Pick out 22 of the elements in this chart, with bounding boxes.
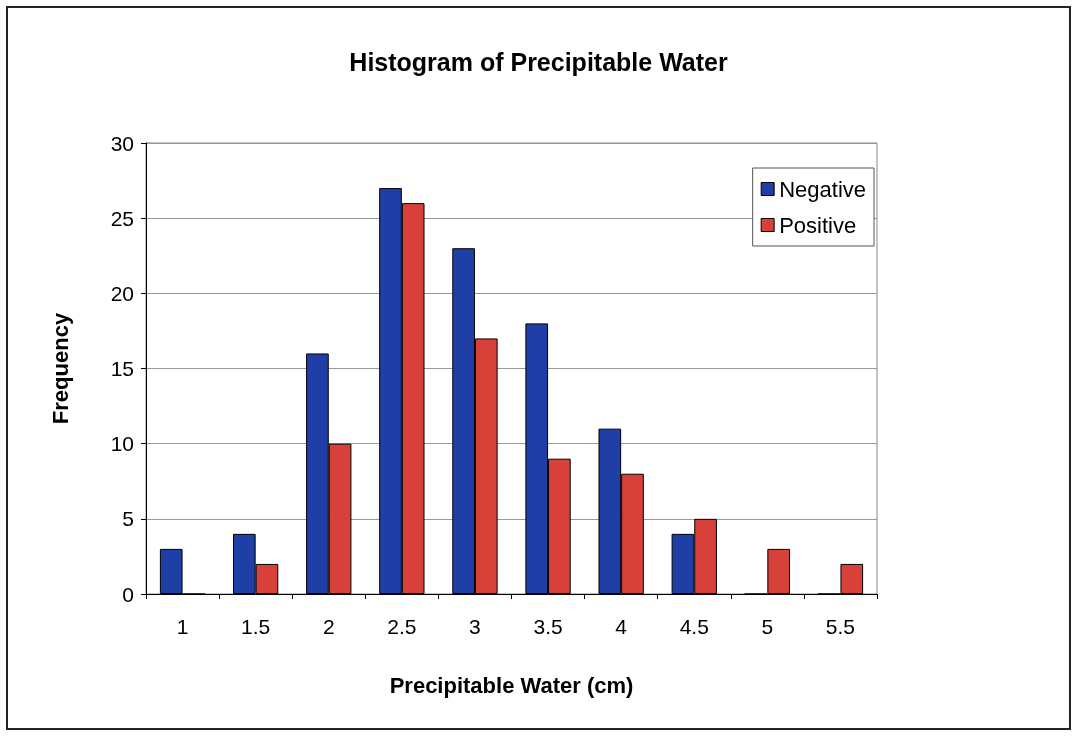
y-tick-label: 5 [122,507,134,531]
y-tick-label: 15 [110,357,134,380]
legend-label: Positive [779,212,857,238]
y-tick-label: 20 [110,281,134,305]
x-tick-label: 1.5 [241,615,271,638]
x-tick-label: 2 [322,615,335,638]
y-tick-label: 30 [110,131,134,155]
x-tick-label: 2.5 [387,615,417,638]
x-tick-label: 3 [469,615,481,638]
x-tick-label: 4 [615,615,628,638]
x-tick-label: 5.5 [825,615,856,638]
x-tick-label: 4.5 [679,615,709,638]
y-tick-label: 10 [110,432,134,456]
x-axis-title: Precipitable Water (cm) [389,672,634,698]
y-tick-label: 25 [110,206,134,230]
x-tick-label: 5 [761,615,774,638]
x-tick-label: 3.5 [533,615,563,638]
legend-label: Negative [779,176,867,202]
x-tick-label: 1 [176,615,189,638]
y-axis-title: Frequency [47,312,73,425]
chart-title: Histogram of Precipitable Water [349,47,728,76]
y-tick-label: 0 [122,582,134,606]
